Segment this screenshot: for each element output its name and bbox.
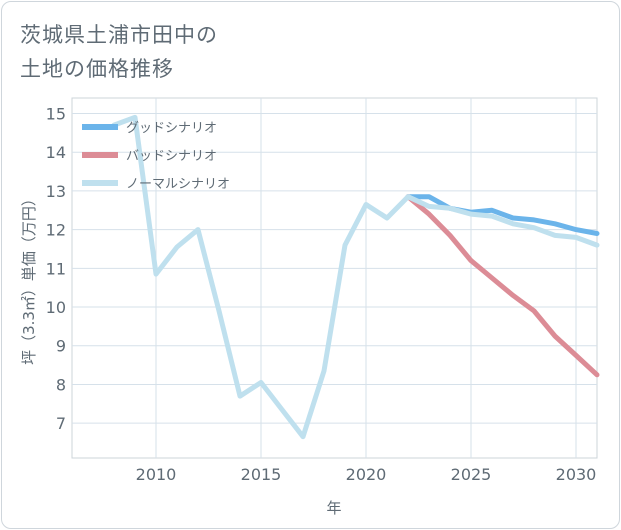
x-tick-label: 2015 [241, 465, 282, 484]
legend-label: バッドシナリオ [126, 149, 217, 164]
chart-title: 茨城県土浦市田中の 土地の価格推移 [20, 18, 420, 86]
y-tick-label: 13 [46, 182, 66, 201]
y-tick-label: 11 [46, 259, 66, 278]
legend-label: グッドシナリオ [126, 121, 217, 136]
plot-area [71, 97, 598, 459]
x-tick-label: 2025 [451, 465, 492, 484]
legend-label: ノーマルシナリオ [126, 177, 230, 192]
y-tick-label: 14 [46, 143, 66, 162]
y-axis-label: 坪（3.3㎡）単価（万円） [20, 191, 38, 365]
y-tick-label: 8 [56, 375, 66, 394]
x-axis-label: 年 [326, 499, 341, 517]
x-axis-ticks: 2010 2015 2020 2025 2030 [136, 465, 597, 484]
y-tick-label: 10 [46, 298, 66, 317]
series-lines [111, 114, 600, 440]
y-tick-label: 9 [56, 337, 66, 356]
x-tick-label: 2030 [556, 465, 597, 484]
y-tick-label: 12 [46, 221, 66, 240]
chart-title-line-2: 土地の価格推移 [20, 57, 174, 81]
y-tick-label: 7 [56, 414, 66, 433]
chart-title-line-1: 茨城県土浦市田中の [20, 23, 218, 47]
x-tick-label: 2010 [136, 465, 177, 484]
series-line-2 [111, 114, 600, 440]
series-line-1 [405, 194, 600, 378]
x-tick-label: 2020 [346, 465, 387, 484]
y-tick-label: 15 [46, 104, 66, 123]
series-line-0 [405, 194, 600, 236]
y-axis-ticks: 7 8 9 10 11 12 13 14 15 [46, 104, 66, 433]
